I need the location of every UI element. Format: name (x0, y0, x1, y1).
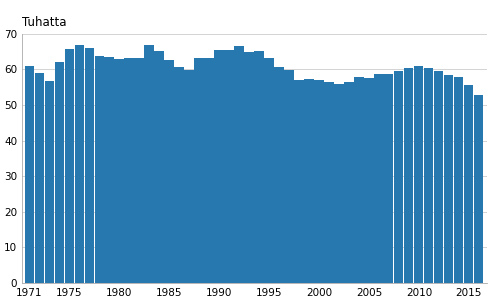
Bar (344, 82, 354, 283)
Bar (464, 85, 473, 283)
Bar (114, 59, 124, 283)
Bar (84, 48, 94, 283)
Bar (254, 51, 264, 283)
Bar (155, 51, 164, 283)
Bar (454, 77, 464, 283)
Bar (234, 46, 244, 283)
Bar (325, 82, 333, 283)
Bar (25, 66, 34, 283)
Bar (194, 58, 204, 283)
Bar (474, 95, 484, 283)
Bar (355, 77, 363, 283)
Bar (384, 74, 393, 283)
Bar (55, 62, 64, 283)
Bar (144, 45, 154, 283)
Bar (364, 78, 374, 283)
Bar (245, 53, 253, 283)
Bar (185, 70, 193, 283)
Bar (304, 79, 314, 283)
Bar (224, 50, 234, 283)
Bar (264, 59, 273, 283)
Bar (404, 68, 413, 283)
Bar (204, 58, 214, 283)
Bar (75, 45, 83, 283)
Bar (314, 80, 324, 283)
Bar (174, 67, 184, 283)
Bar (284, 70, 294, 283)
Bar (64, 49, 74, 283)
Bar (164, 59, 174, 283)
Bar (414, 66, 423, 283)
Bar (444, 75, 454, 283)
Bar (215, 50, 223, 283)
Bar (295, 80, 303, 283)
Bar (394, 71, 404, 283)
Bar (334, 85, 344, 283)
Bar (34, 73, 44, 283)
Bar (434, 71, 443, 283)
Bar (135, 58, 144, 283)
Text: Tuhatta: Tuhatta (22, 16, 67, 29)
Bar (274, 67, 284, 283)
Bar (125, 58, 134, 283)
Bar (424, 68, 434, 283)
Bar (374, 74, 383, 283)
Bar (45, 81, 54, 283)
Bar (105, 57, 114, 283)
Bar (94, 56, 104, 283)
